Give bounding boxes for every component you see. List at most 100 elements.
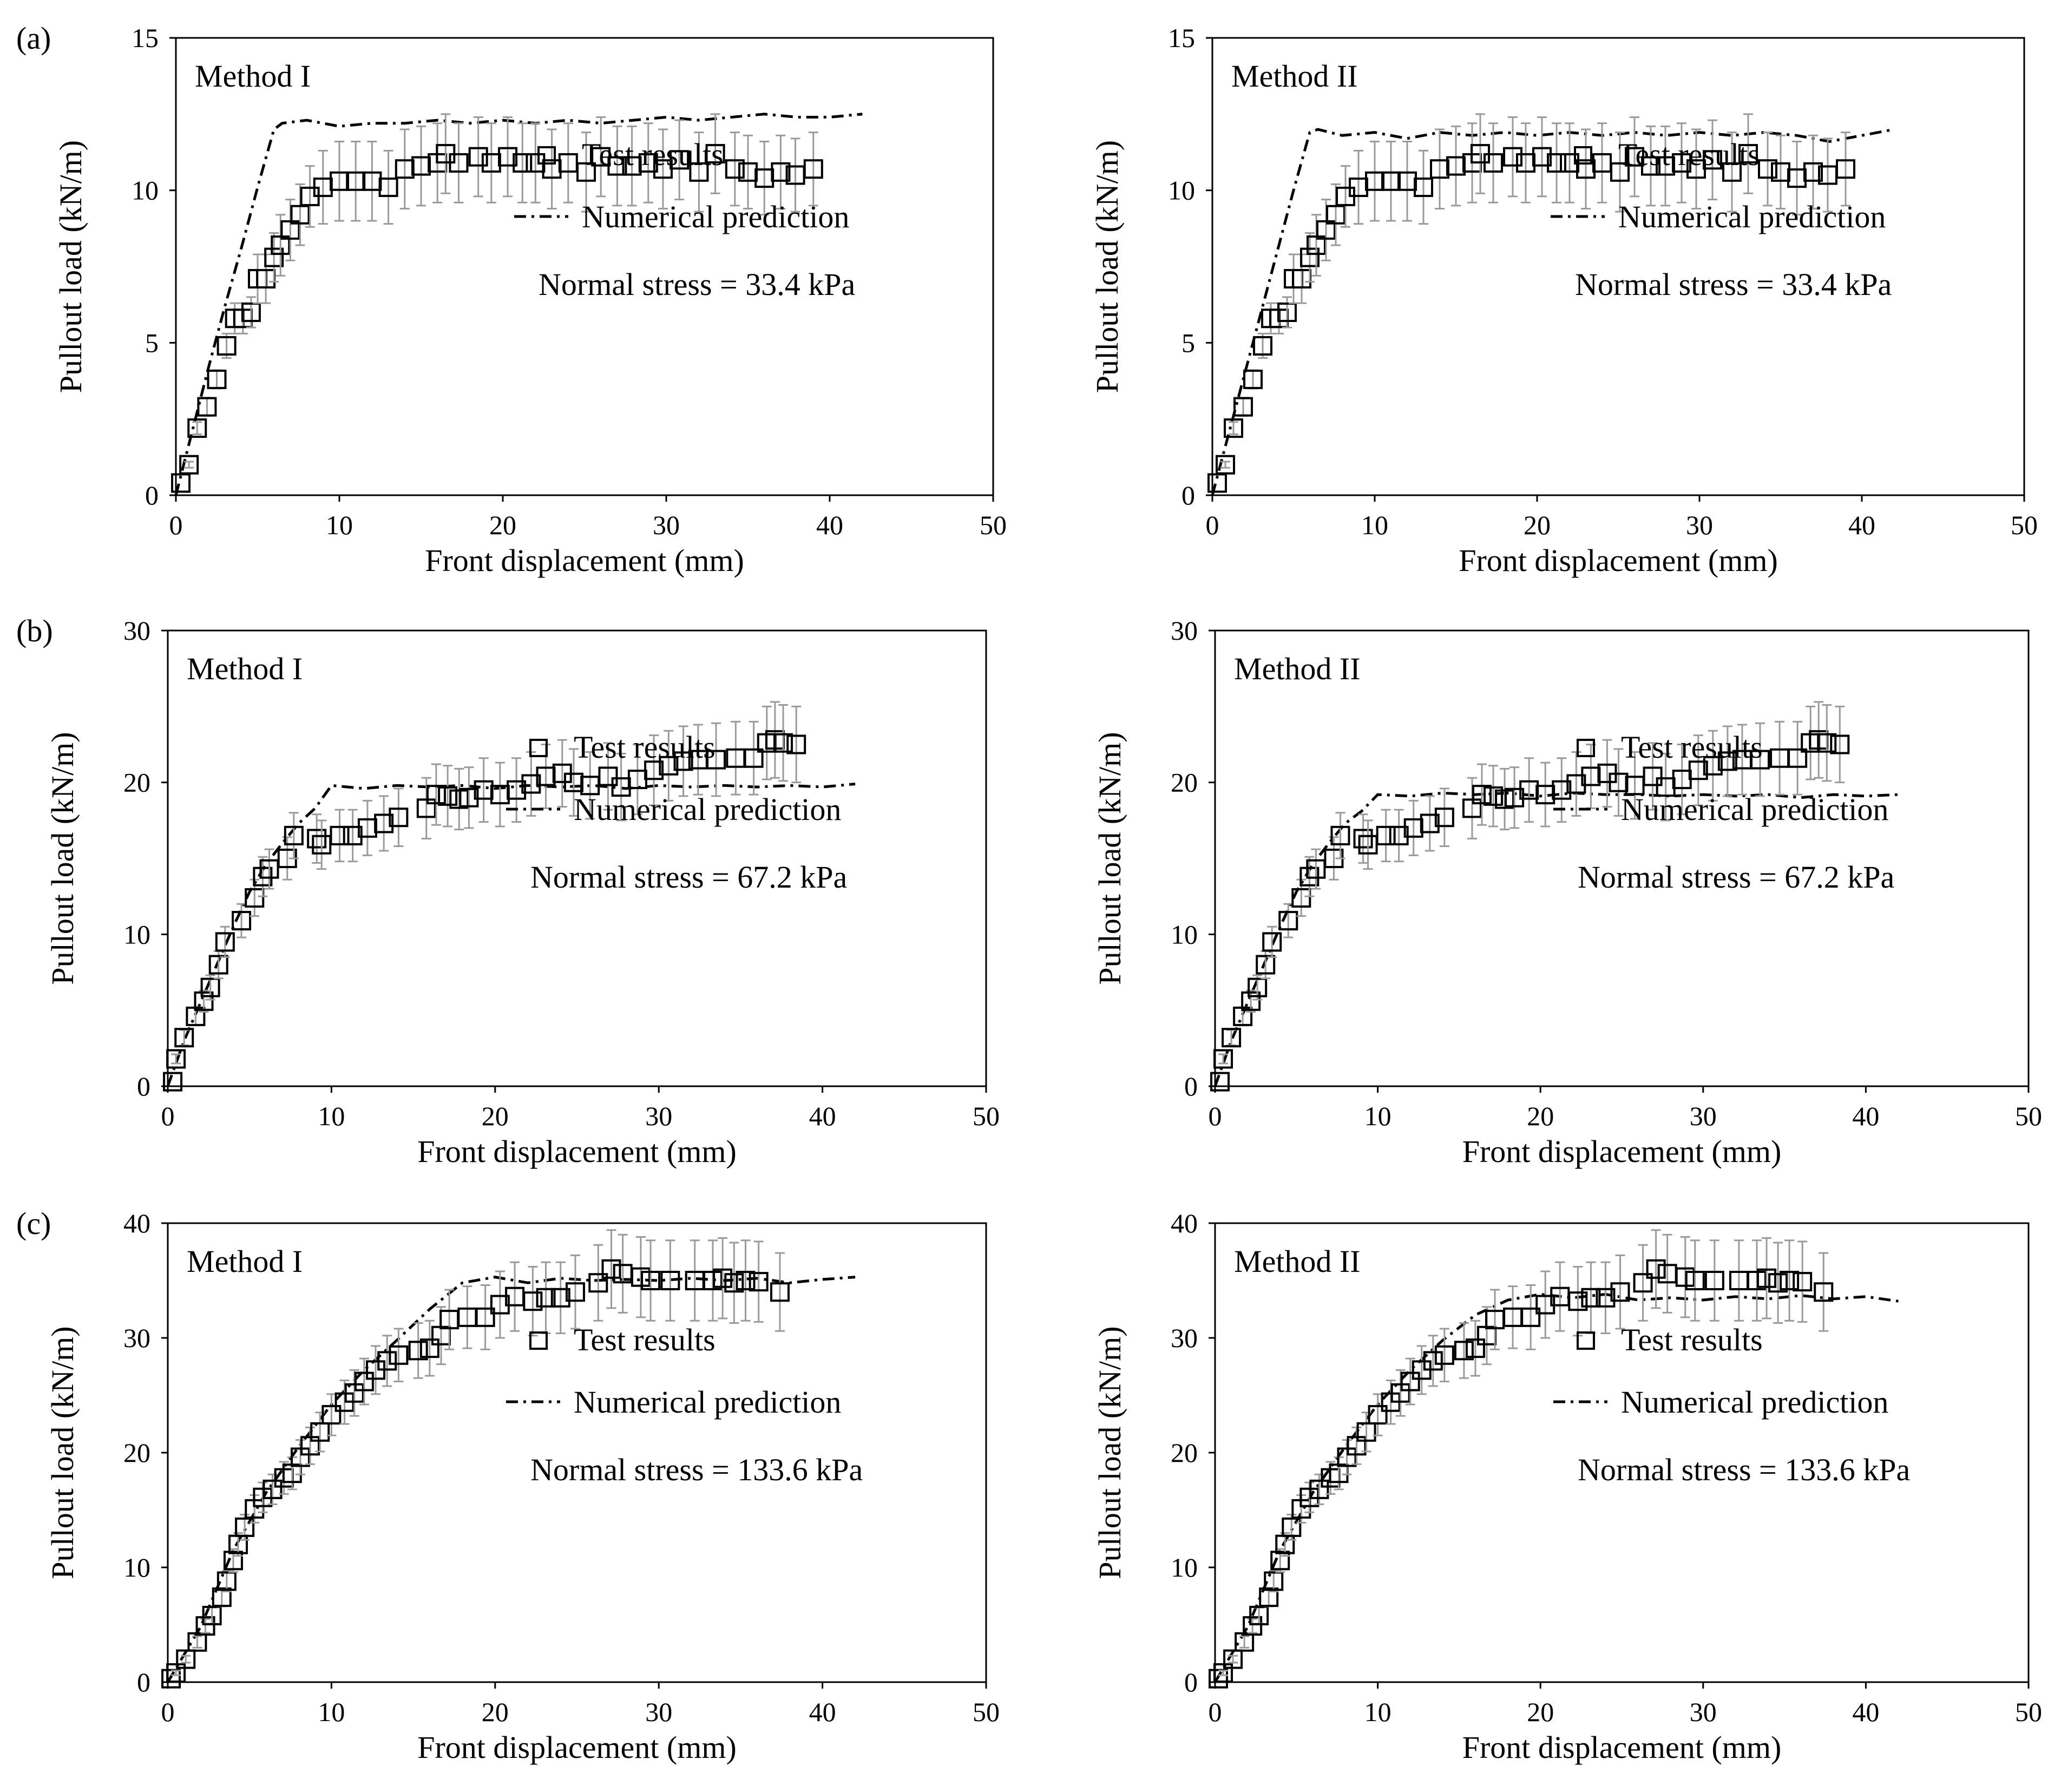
data-point <box>1830 734 1850 754</box>
legend-marker-test <box>1574 146 1592 165</box>
y-tick-label: 20 <box>123 1437 150 1468</box>
data-point <box>310 1422 330 1442</box>
legend-label-test: Test results <box>1621 730 1763 765</box>
panel-label: (c) <box>16 1206 51 1241</box>
data-point <box>1484 786 1504 806</box>
data-point <box>1552 780 1572 800</box>
method-title: Method II <box>1234 1244 1361 1279</box>
x-tick-label: 50 <box>973 1697 1000 1727</box>
data-point <box>1675 1267 1695 1287</box>
method-title: Method I <box>187 1244 303 1279</box>
data-point <box>550 1288 570 1308</box>
data-point <box>1793 1272 1813 1292</box>
x-tick-label: 40 <box>1848 510 1875 540</box>
data-point <box>1462 798 1482 818</box>
data-point <box>161 1669 181 1689</box>
data-point <box>321 1405 342 1425</box>
legend-marker-test <box>537 146 556 165</box>
data-point <box>1233 397 1253 417</box>
data-point <box>1434 1345 1454 1365</box>
data-point <box>223 1551 243 1571</box>
data-point <box>1643 766 1663 786</box>
data-point <box>1243 1616 1263 1636</box>
x-tick-label: 40 <box>816 510 843 540</box>
legend-label-test: Test results <box>582 137 724 172</box>
data-point <box>200 977 220 997</box>
data-point <box>1423 1351 1443 1371</box>
data-point <box>290 1447 310 1467</box>
data-point <box>1224 418 1243 438</box>
x-tick-label: 30 <box>653 510 680 540</box>
data-point <box>1803 162 1823 182</box>
data-point <box>703 1271 723 1290</box>
data-point <box>408 1341 428 1361</box>
data-point <box>280 220 300 240</box>
normal-stress-annotation: Normal stress = 67.2 kPa <box>1578 859 1894 895</box>
data-point <box>300 1436 320 1456</box>
y-tick-label: 30 <box>1171 1323 1198 1353</box>
y-tick-label: 0 <box>145 480 159 510</box>
x-tick-label: 50 <box>2015 1697 2042 1727</box>
y-tick-label: 10 <box>132 175 159 206</box>
data-point <box>736 1271 756 1290</box>
data-point <box>1581 1288 1601 1308</box>
x-tick-label: 0 <box>1209 1697 1222 1727</box>
y-tick-label: 10 <box>1171 919 1198 949</box>
prediction-line <box>1211 128 1895 496</box>
y-tick-label: 0 <box>1184 1667 1198 1697</box>
data-point <box>284 825 304 845</box>
x-tick-label: 30 <box>1690 1101 1717 1131</box>
data-point <box>438 786 458 806</box>
x-tick-label: 30 <box>1690 1697 1717 1727</box>
x-axis-label: Front displacement (mm) <box>417 1730 737 1765</box>
data-point <box>565 1282 585 1302</box>
data-point <box>1495 789 1515 809</box>
data-point <box>449 153 469 173</box>
data-point <box>1704 1271 1724 1290</box>
data-point <box>1434 808 1454 828</box>
x-tick-label: 50 <box>2015 1101 2042 1131</box>
data-point <box>197 397 217 417</box>
data-point <box>174 1028 194 1048</box>
data-point <box>1768 1273 1788 1293</box>
data-point <box>194 991 214 1011</box>
data-point <box>1472 785 1492 805</box>
normal-stress-annotation: Normal stress = 133.6 kPa <box>1578 1452 1910 1487</box>
data-point <box>216 1571 237 1591</box>
x-tick-label: 20 <box>482 1697 509 1727</box>
y-tick-label: 0 <box>137 1667 150 1697</box>
plot-frame <box>1214 629 2030 1087</box>
data-point <box>1414 178 1433 198</box>
y-tick-label: 30 <box>1171 615 1198 646</box>
x-tick-label: 40 <box>1852 1697 1879 1727</box>
data-point <box>1376 825 1396 845</box>
legend-marker-test <box>529 1331 548 1350</box>
data-point <box>786 734 806 754</box>
data-point <box>1337 1447 1357 1467</box>
legend-label-test: Test results <box>1618 137 1760 172</box>
data-point <box>631 1267 651 1287</box>
data-point <box>513 153 533 173</box>
data-point <box>725 159 745 179</box>
y-tick-label: 40 <box>123 1208 150 1238</box>
x-tick-label: 20 <box>482 1101 509 1131</box>
data-point <box>659 756 679 776</box>
data-point <box>1547 153 1566 173</box>
data-point <box>1465 1338 1485 1358</box>
data-point <box>389 1345 409 1365</box>
data-point <box>419 1338 439 1358</box>
data-point <box>344 1383 364 1403</box>
data-point <box>1420 813 1440 833</box>
data-point <box>689 162 709 182</box>
data-point <box>468 147 488 167</box>
legend-label-test: Test results <box>574 730 716 765</box>
data-point <box>232 911 252 931</box>
data-point <box>1368 1405 1388 1425</box>
data-point <box>576 162 596 182</box>
data-point <box>235 1517 255 1537</box>
data-point <box>1521 1307 1541 1327</box>
x-tick-label: 0 <box>1206 510 1219 540</box>
x-tick-label: 10 <box>318 1697 345 1727</box>
x-tick-label: 10 <box>326 510 353 540</box>
normal-stress-annotation: Normal stress = 133.6 kPa <box>530 1452 863 1487</box>
